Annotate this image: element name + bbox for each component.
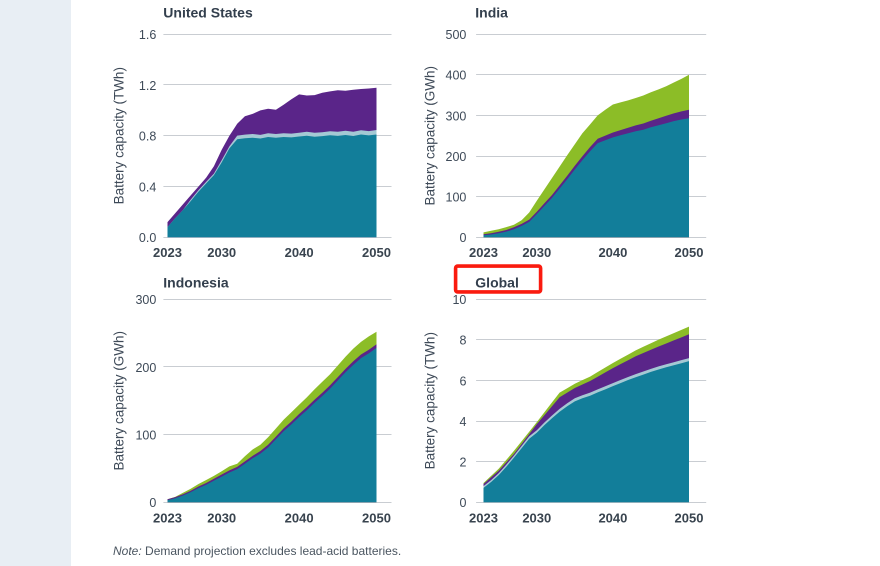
- svg-text:2023: 2023: [153, 245, 182, 260]
- svg-text:Battery capacity (TWh): Battery capacity (TWh): [112, 67, 127, 204]
- svg-text:0.4: 0.4: [139, 180, 156, 194]
- svg-text:100: 100: [135, 429, 156, 443]
- svg-text:2030: 2030: [522, 245, 551, 260]
- svg-text:Note: Demand projection exclud: Note: Demand projection excludes lead-ac…: [113, 544, 401, 558]
- svg-text:0: 0: [459, 231, 466, 245]
- svg-text:2040: 2040: [285, 245, 314, 260]
- svg-text:200: 200: [446, 150, 467, 164]
- svg-text:United States: United States: [163, 4, 253, 20]
- svg-text:500: 500: [446, 28, 467, 42]
- svg-text:300: 300: [446, 109, 467, 123]
- svg-text:0: 0: [459, 496, 466, 510]
- svg-text:2023: 2023: [469, 245, 498, 260]
- svg-text:2030: 2030: [207, 245, 236, 260]
- svg-text:India: India: [475, 4, 508, 20]
- svg-text:2040: 2040: [285, 510, 314, 525]
- svg-text:Battery capacity (GWh): Battery capacity (GWh): [423, 66, 438, 206]
- svg-text:6: 6: [459, 374, 466, 388]
- svg-text:2030: 2030: [207, 510, 236, 525]
- svg-text:2040: 2040: [598, 245, 627, 260]
- svg-text:300: 300: [135, 293, 156, 307]
- svg-text:Global: Global: [475, 274, 519, 290]
- svg-text:2023: 2023: [153, 510, 182, 525]
- svg-text:100: 100: [446, 191, 467, 205]
- svg-text:2050: 2050: [675, 245, 704, 260]
- svg-text:0.0: 0.0: [139, 231, 156, 245]
- svg-text:2023: 2023: [469, 510, 498, 525]
- svg-text:Battery capacity (TWh): Battery capacity (TWh): [423, 332, 438, 469]
- svg-text:0.8: 0.8: [139, 130, 156, 144]
- svg-text:10: 10: [452, 293, 466, 307]
- svg-text:400: 400: [446, 69, 467, 83]
- svg-text:200: 200: [135, 361, 156, 375]
- svg-text:0: 0: [149, 496, 156, 510]
- svg-text:Battery capacity (GWh): Battery capacity (GWh): [112, 331, 127, 471]
- svg-text:2050: 2050: [362, 245, 391, 260]
- svg-text:2030: 2030: [522, 510, 551, 525]
- svg-text:2050: 2050: [675, 510, 704, 525]
- svg-text:4: 4: [459, 415, 466, 429]
- svg-text:2050: 2050: [362, 510, 391, 525]
- svg-text:2: 2: [459, 456, 466, 470]
- svg-text:1.2: 1.2: [139, 79, 156, 93]
- svg-text:2040: 2040: [598, 510, 627, 525]
- svg-text:1.6: 1.6: [139, 28, 156, 42]
- svg-text:8: 8: [459, 334, 466, 348]
- svg-text:Indonesia: Indonesia: [163, 274, 229, 290]
